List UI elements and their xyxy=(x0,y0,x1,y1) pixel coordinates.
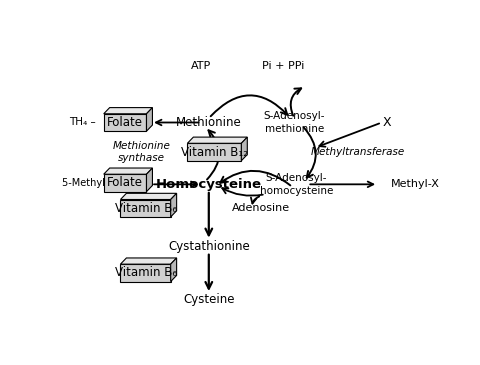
Text: Adenosine: Adenosine xyxy=(232,203,290,213)
Text: TH₄ –: TH₄ – xyxy=(69,118,96,127)
Text: Folate: Folate xyxy=(107,116,143,129)
Text: ATP: ATP xyxy=(191,61,212,71)
Text: Cystathionine: Cystathionine xyxy=(168,240,250,253)
Text: Vitamin B₆: Vitamin B₆ xyxy=(115,266,177,279)
Polygon shape xyxy=(104,108,153,114)
Text: Methyl-X: Methyl-X xyxy=(391,179,440,189)
Polygon shape xyxy=(104,168,153,174)
Text: X: X xyxy=(383,116,392,129)
Text: Vitamin B₁₂: Vitamin B₁₂ xyxy=(181,146,248,158)
Text: S-Adenosyl-
methionine: S-Adenosyl- methionine xyxy=(264,111,325,134)
Polygon shape xyxy=(146,108,153,131)
Text: Methyltransferase: Methyltransferase xyxy=(311,147,405,157)
FancyBboxPatch shape xyxy=(120,264,171,281)
Text: 5-Methyl TH₄ –: 5-Methyl TH₄ – xyxy=(62,178,133,188)
Text: Pi + PPi: Pi + PPi xyxy=(262,61,304,71)
Polygon shape xyxy=(120,193,177,200)
Text: S-Adenosyl-
homocysteine: S-Adenosyl- homocysteine xyxy=(260,173,333,196)
Polygon shape xyxy=(171,193,177,217)
FancyBboxPatch shape xyxy=(120,200,171,217)
FancyBboxPatch shape xyxy=(104,174,146,192)
Text: Folate: Folate xyxy=(107,176,143,189)
Text: Cysteine: Cysteine xyxy=(183,293,235,306)
FancyBboxPatch shape xyxy=(187,143,241,161)
Text: Vitamin B₆: Vitamin B₆ xyxy=(115,202,177,215)
Text: Methionine
synthase: Methionine synthase xyxy=(113,141,171,163)
FancyBboxPatch shape xyxy=(104,114,146,131)
Polygon shape xyxy=(146,168,153,192)
Polygon shape xyxy=(187,137,247,143)
Polygon shape xyxy=(241,137,247,161)
Polygon shape xyxy=(120,258,177,264)
Polygon shape xyxy=(171,258,177,281)
Text: Methionine: Methionine xyxy=(176,116,241,129)
Text: Homocysteine: Homocysteine xyxy=(156,178,262,191)
